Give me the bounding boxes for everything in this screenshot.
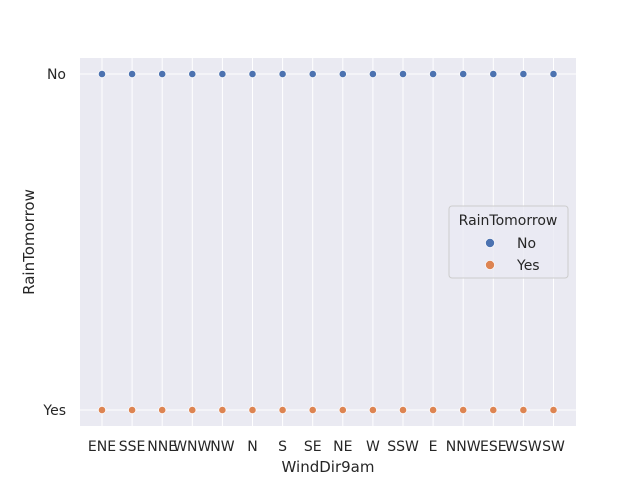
- y-tick-label: No: [47, 67, 66, 83]
- data-point-no: [519, 70, 528, 78]
- x-tick-label: ESE: [480, 439, 507, 455]
- data-point-yes: [218, 406, 227, 414]
- y-axis-label: RainTomorrow: [20, 189, 38, 295]
- data-point-no: [158, 70, 167, 78]
- data-point-no: [399, 70, 407, 78]
- x-tick-label: N: [247, 439, 257, 455]
- x-tick-label: WNW: [173, 439, 211, 455]
- legend-marker-no: [485, 238, 495, 248]
- data-point-no: [368, 70, 377, 78]
- legend-box: [448, 205, 569, 279]
- legend-title: RainTomorrow: [459, 213, 558, 229]
- data-point-no: [338, 70, 347, 78]
- data-point-yes: [128, 406, 136, 414]
- y-tick-labels: No Yes: [42, 67, 66, 419]
- x-tick-label: NE: [333, 439, 352, 455]
- x-tick-label: ENE: [88, 439, 116, 455]
- data-points: [98, 70, 558, 414]
- data-point-no: [248, 70, 257, 78]
- x-tick-label: S: [278, 439, 287, 455]
- y-tick-label: Yes: [42, 403, 66, 419]
- data-point-yes: [429, 406, 437, 414]
- data-point-yes: [519, 406, 528, 414]
- x-axis-label: WindDir9am: [282, 458, 375, 476]
- data-point-no: [128, 70, 136, 78]
- x-tick-label: NNW: [446, 439, 481, 455]
- legend-label-no: No: [517, 236, 536, 252]
- data-point-no: [218, 70, 227, 78]
- data-point-yes: [459, 406, 468, 414]
- x-tick-label: NNE: [147, 439, 177, 455]
- data-point-yes: [338, 406, 347, 414]
- data-point-no: [278, 70, 287, 78]
- data-point-no: [188, 70, 197, 78]
- data-point-no: [308, 70, 317, 78]
- data-point-no: [489, 70, 498, 78]
- data-point-yes: [98, 406, 106, 414]
- data-point-yes: [549, 406, 558, 414]
- data-point-yes: [489, 406, 498, 414]
- data-point-yes: [278, 406, 287, 414]
- x-tick-label: W: [366, 439, 380, 455]
- data-point-no: [98, 70, 106, 78]
- data-point-yes: [248, 406, 257, 414]
- data-point-yes: [158, 406, 167, 414]
- data-point-yes: [188, 406, 197, 414]
- x-tick-label: SE: [304, 439, 322, 455]
- x-tick-label: SSE: [119, 439, 146, 455]
- x-tick-label: WSW: [505, 439, 542, 455]
- x-tick-label: SW: [542, 439, 565, 455]
- x-tick-label: NW: [210, 439, 234, 455]
- data-point-no: [549, 70, 558, 78]
- data-point-yes: [368, 406, 377, 414]
- legend: RainTomorrow No Yes: [448, 205, 569, 279]
- data-point-yes: [399, 406, 407, 414]
- legend-marker-yes: [485, 260, 495, 270]
- data-point-yes: [308, 406, 317, 414]
- data-point-no: [459, 70, 468, 78]
- legend-label-yes: Yes: [516, 258, 540, 274]
- x-tick-label: E: [429, 439, 438, 455]
- data-point-no: [429, 70, 437, 78]
- x-tick-label: SSW: [387, 439, 419, 455]
